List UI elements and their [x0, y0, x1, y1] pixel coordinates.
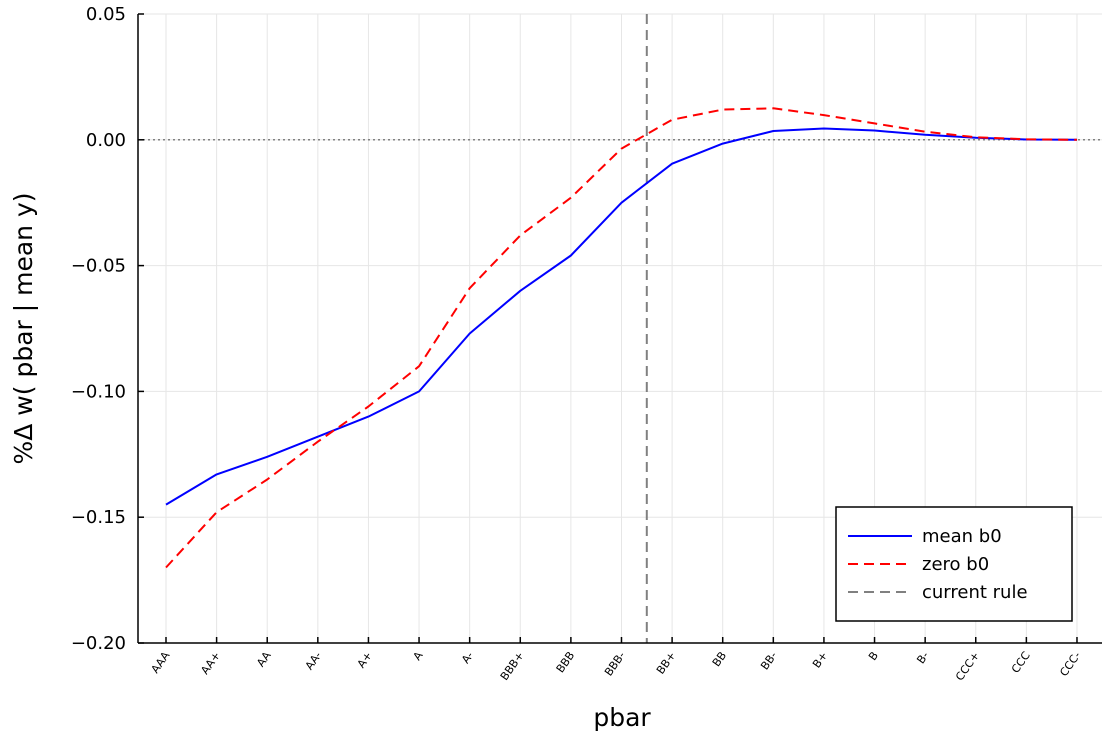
series-group: [165, 107, 1078, 569]
legend-label-zero-b0: zero b0: [922, 554, 989, 575]
y-tick-label: −0.15: [71, 507, 126, 528]
x-axis-label: pbar: [593, 703, 651, 732]
series-line-zero-b0: [165, 107, 1078, 569]
y-tick-label: −0.05: [71, 256, 126, 277]
legend-label-mean-b0: mean b0: [922, 526, 1002, 547]
y-tick-label: −0.20: [71, 633, 126, 654]
y-tick-label: 0.00: [86, 130, 126, 151]
axes: [137, 14, 1102, 644]
y-tick-label: 0.05: [86, 4, 126, 25]
legend-label-current-rule: current rule: [922, 582, 1028, 603]
legend-box: [835, 506, 1073, 622]
reference-lines: [138, 14, 1102, 643]
y-tick-label: −0.10: [71, 381, 126, 402]
y-axis-ticks: −0.20 −0.15 −0.10 −0.05 0.00 0.05: [71, 4, 144, 654]
grid-lines: [138, 13, 1102, 644]
legend: mean b0 zero b0 current rule: [835, 506, 1073, 622]
y-axis-label: %Δ w( pbar | mean y): [9, 193, 38, 465]
series-line-mean-b0: [165, 127, 1078, 506]
